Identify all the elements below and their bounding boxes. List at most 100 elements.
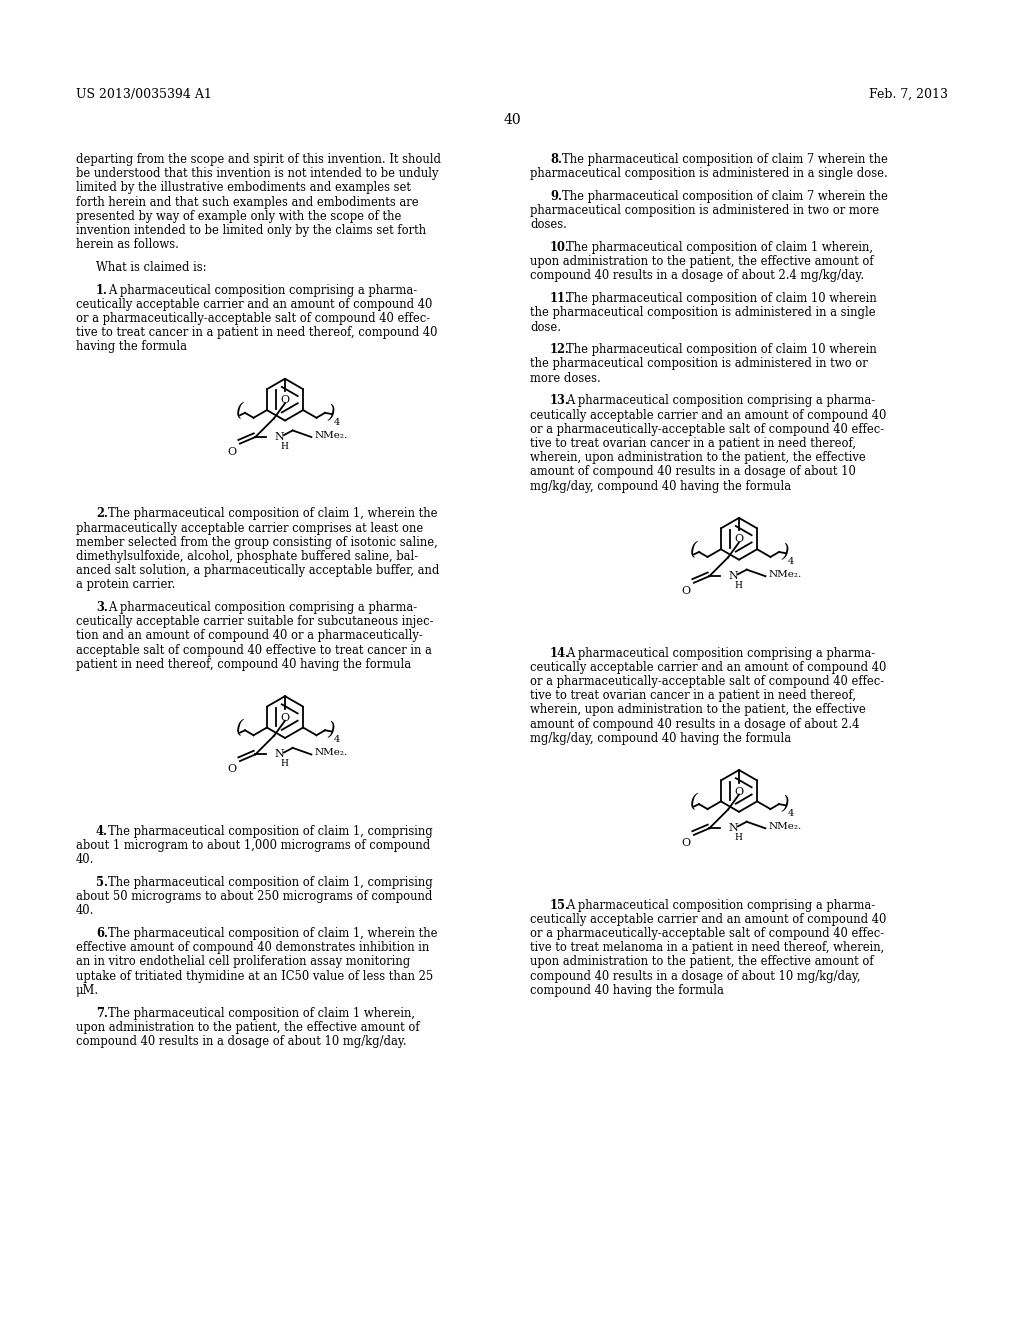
Text: departing from the scope and spirit of this invention. It should: departing from the scope and spirit of t… [76,153,441,166]
Text: ceutically acceptable carrier suitable for subcutaneous injec-: ceutically acceptable carrier suitable f… [76,615,433,628]
Text: O: O [227,446,237,457]
Text: forth herein and that such examples and embodiments are: forth herein and that such examples and … [76,195,419,209]
Text: 4: 4 [788,557,795,566]
Text: The pharmaceutical composition of claim 7 wherein the: The pharmaceutical composition of claim … [561,153,888,166]
Text: invention intended to be limited only by the claims set forth: invention intended to be limited only by… [76,224,426,238]
Text: tive to treat cancer in a patient in need thereof, compound 40: tive to treat cancer in a patient in nee… [76,326,437,339]
Text: tive to treat ovarian cancer in a patient in need thereof,: tive to treat ovarian cancer in a patien… [530,689,856,702]
Text: presented by way of example only with the scope of the: presented by way of example only with th… [76,210,401,223]
Text: ceutically acceptable carrier and an amount of compound 40: ceutically acceptable carrier and an amo… [76,298,432,310]
Text: tive to treat melanoma in a patient in need thereof, wherein,: tive to treat melanoma in a patient in n… [530,941,885,954]
Text: NMe₂.: NMe₂. [314,748,348,756]
Text: tive to treat ovarian cancer in a patient in need thereof,: tive to treat ovarian cancer in a patien… [530,437,856,450]
Text: O: O [281,713,290,722]
Text: Feb. 7, 2013: Feb. 7, 2013 [869,88,948,102]
Text: 14.: 14. [550,647,570,660]
Text: O: O [734,535,743,544]
Text: ceutically acceptable carrier and an amount of compound 40: ceutically acceptable carrier and an amo… [530,913,887,925]
Text: 7.: 7. [96,1007,108,1019]
Text: (: ( [236,401,243,420]
Text: the pharmaceutical composition is administered in two or: the pharmaceutical composition is admini… [530,358,867,371]
Text: mg/kg/day, compound 40 having the formula: mg/kg/day, compound 40 having the formul… [530,731,792,744]
Text: effective amount of compound 40 demonstrates inhibition in: effective amount of compound 40 demonstr… [76,941,429,954]
Text: ): ) [327,721,335,739]
Text: O: O [734,787,743,796]
Text: The pharmaceutical composition of claim 1, comprising: The pharmaceutical composition of claim … [108,825,432,838]
Text: N: N [274,432,284,442]
Text: The pharmaceutical composition of claim 10 wherein: The pharmaceutical composition of claim … [566,292,877,305]
Text: pharmaceutically acceptable carrier comprises at least one: pharmaceutically acceptable carrier comp… [76,521,423,535]
Text: wherein, upon administration to the patient, the effective: wherein, upon administration to the pati… [530,451,865,465]
Text: A pharmaceutical composition comprising a pharma-: A pharmaceutical composition comprising … [108,284,417,297]
Text: 4: 4 [334,735,340,744]
Text: 9.: 9. [550,190,562,203]
Text: ): ) [781,543,788,561]
Text: dimethylsulfoxide, alcohol, phosphate buffered saline, bal-: dimethylsulfoxide, alcohol, phosphate bu… [76,550,418,562]
Text: The pharmaceutical composition of claim 1, wherein the: The pharmaceutical composition of claim … [108,927,437,940]
Text: about 1 microgram to about 1,000 micrograms of compound: about 1 microgram to about 1,000 microgr… [76,840,430,851]
Text: ceutically acceptable carrier and an amount of compound 40: ceutically acceptable carrier and an amo… [530,409,887,421]
Text: O: O [682,586,691,595]
Text: ceutically acceptable carrier and an amount of compound 40: ceutically acceptable carrier and an amo… [530,661,887,673]
Text: doses.: doses. [530,218,567,231]
Text: (: ( [236,719,243,738]
Text: the pharmaceutical composition is administered in a single: the pharmaceutical composition is admini… [530,306,876,319]
Text: O: O [227,764,237,774]
Text: pharmaceutical composition is administered in two or more: pharmaceutical composition is administer… [530,205,880,216]
Text: a protein carrier.: a protein carrier. [76,578,175,591]
Text: N: N [728,572,737,581]
Text: 6.: 6. [96,927,108,940]
Text: 2.: 2. [96,507,108,520]
Text: acceptable salt of compound 40 effective to treat cancer in a: acceptable salt of compound 40 effective… [76,644,432,656]
Text: A pharmaceutical composition comprising a pharma-: A pharmaceutical composition comprising … [566,395,876,408]
Text: more doses.: more doses. [530,372,601,384]
Text: μM.: μM. [76,983,99,997]
Text: upon administration to the patient, the effective amount of: upon administration to the patient, the … [76,1020,420,1034]
Text: 3.: 3. [96,601,108,614]
Text: 13.: 13. [550,395,569,408]
Text: The pharmaceutical composition of claim 1, comprising: The pharmaceutical composition of claim … [108,876,432,888]
Text: 15.: 15. [550,899,570,912]
Text: H: H [734,581,741,590]
Text: uptake of tritiated thymidine at an IC50 value of less than 25: uptake of tritiated thymidine at an IC50… [76,970,433,982]
Text: 4: 4 [788,809,795,818]
Text: or a pharmaceutically-acceptable salt of compound 40 effec-: or a pharmaceutically-acceptable salt of… [76,312,430,325]
Text: compound 40 results in a dosage of about 10 mg/kg/day,: compound 40 results in a dosage of about… [530,970,860,982]
Text: anced salt solution, a pharmaceutically acceptable buffer, and: anced salt solution, a pharmaceutically … [76,564,439,577]
Text: 4: 4 [334,418,340,426]
Text: H: H [280,442,288,451]
Text: NMe₂.: NMe₂. [314,430,348,440]
Text: The pharmaceutical composition of claim 7 wherein the: The pharmaceutical composition of claim … [561,190,888,203]
Text: The pharmaceutical composition of claim 1, wherein the: The pharmaceutical composition of claim … [108,507,437,520]
Text: ): ) [327,404,335,422]
Text: amount of compound 40 results in a dosage of about 10: amount of compound 40 results in a dosag… [530,466,856,478]
Text: amount of compound 40 results in a dosage of about 2.4: amount of compound 40 results in a dosag… [530,718,859,730]
Text: compound 40 results in a dosage of about 2.4 mg/kg/day.: compound 40 results in a dosage of about… [530,269,864,282]
Text: 10.: 10. [550,242,569,253]
Text: about 50 micrograms to about 250 micrograms of compound: about 50 micrograms to about 250 microgr… [76,890,432,903]
Text: 40: 40 [503,114,521,127]
Text: N: N [728,824,737,833]
Text: limited by the illustrative embodiments and examples set: limited by the illustrative embodiments … [76,181,411,194]
Text: N: N [274,750,284,759]
Text: ): ) [781,795,788,813]
Text: 1.: 1. [96,284,108,297]
Text: 40.: 40. [76,853,94,866]
Text: What is claimed is:: What is claimed is: [96,261,207,275]
Text: O: O [281,395,290,405]
Text: dose.: dose. [530,321,561,334]
Text: US 2013/0035394 A1: US 2013/0035394 A1 [76,88,212,102]
Text: 11.: 11. [550,292,570,305]
Text: The pharmaceutical composition of claim 1 wherein,: The pharmaceutical composition of claim … [566,242,872,253]
Text: member selected from the group consisting of isotonic saline,: member selected from the group consistin… [76,536,437,549]
Text: compound 40 having the formula: compound 40 having the formula [530,983,724,997]
Text: H: H [280,759,288,768]
Text: upon administration to the patient, the effective amount of: upon administration to the patient, the … [530,255,873,268]
Text: be understood that this invention is not intended to be unduly: be understood that this invention is not… [76,168,438,181]
Text: having the formula: having the formula [76,341,187,354]
Text: H: H [734,833,741,842]
Text: or a pharmaceutically-acceptable salt of compound 40 effec-: or a pharmaceutically-acceptable salt of… [530,675,884,688]
Text: mg/kg/day, compound 40 having the formula: mg/kg/day, compound 40 having the formul… [530,479,792,492]
Text: or a pharmaceutically-acceptable salt of compound 40 effec-: or a pharmaceutically-acceptable salt of… [530,422,884,436]
Text: upon administration to the patient, the effective amount of: upon administration to the patient, the … [530,956,873,969]
